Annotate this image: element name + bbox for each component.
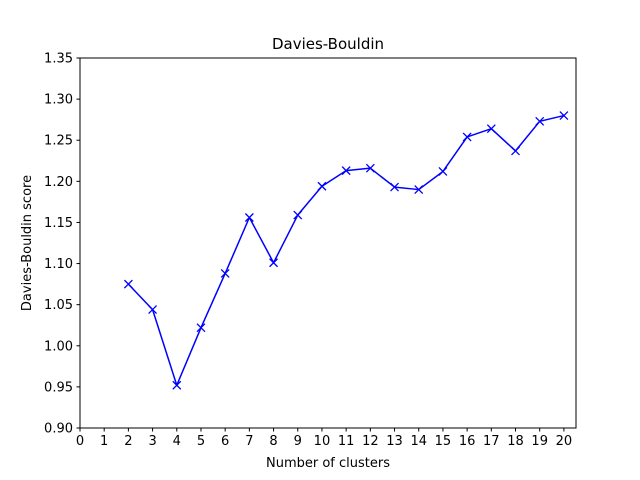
x-tick-label: 2 [124,434,132,449]
x-axis: 0 1 2 3 4 5 6 7 8 9 10 11 12 13 14 15 16 17 18 19 20 [76,428,572,449]
x-tick-label: 13 [386,434,403,449]
y-tick-label: 0.90 [44,422,73,437]
x-tick-label: 5 [197,434,205,449]
chart-title: Davies-Bouldin [272,35,384,53]
data-point-marker [269,258,279,268]
data-point-marker [486,124,496,134]
data-point-marker [341,166,351,176]
data-point-marker [172,380,182,390]
y-axis-label: Davies-Bouldin score [20,175,35,311]
plot-area [80,58,576,428]
data-point-marker [123,279,133,289]
x-tick-label: 11 [338,434,355,449]
x-tick-label: 10 [314,434,331,449]
data-point-marker [148,305,158,315]
data-point-marker [390,182,399,192]
data-point-marker [365,163,375,173]
data-point-marker [559,111,569,121]
y-tick-label: 0.95 [44,380,73,395]
data-point-marker [462,132,472,142]
x-tick-label: 15 [435,434,452,449]
y-tick-label: 1.30 [44,93,73,108]
y-tick-label: 1.35 [44,52,73,67]
x-tick-label: 6 [221,434,229,449]
x-tick-label: 1 [100,434,108,449]
x-tick-label: 8 [269,434,277,449]
data-point-marker [317,181,327,191]
x-tick-label: 7 [245,434,253,449]
x-tick-label: 19 [531,434,548,449]
data-point-marker [220,268,230,278]
x-tick-label: 3 [148,434,156,449]
y-tick-label: 1.05 [44,298,73,313]
x-tick-label: 17 [483,434,500,449]
x-tick-label: 12 [362,434,379,449]
y-axis: 0.90 0.95 1.00 1.05 1.10 1.15 1.20 1.25 1.30 1.35 [44,52,80,437]
data-point-marker [414,185,424,195]
data-point-marker [196,323,206,333]
x-tick-label: 14 [410,434,427,449]
plot-frame [79,57,577,429]
series-markers [123,111,569,390]
x-tick-label: 18 [507,434,524,449]
x-tick-label: 9 [294,434,302,449]
data-point-marker [244,213,254,222]
data-point-marker [438,167,448,176]
data-point-marker [535,116,545,126]
y-tick-label: 1.00 [44,339,73,354]
data-point-marker [293,210,303,220]
y-tick-label: 1.20 [44,175,73,190]
x-tick-label: 20 [556,434,573,449]
x-tick-label: 16 [459,434,476,449]
x-tick-label: 0 [76,434,84,449]
x-axis-label: Number of clusters [266,456,390,471]
y-tick-label: 1.10 [44,257,73,272]
x-tick-label: 4 [173,434,181,449]
data-point-marker [511,146,520,156]
y-tick-label: 1.15 [44,216,73,231]
y-tick-label: 1.25 [44,134,73,149]
